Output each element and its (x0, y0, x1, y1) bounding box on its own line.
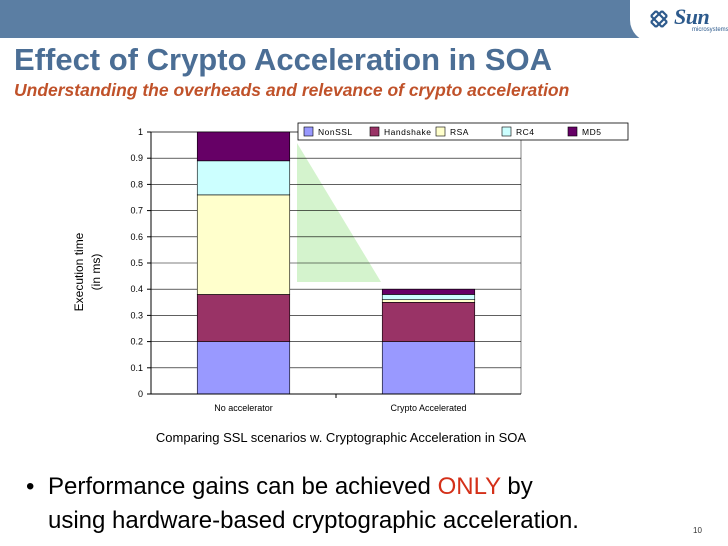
bullet-line-1: Performance gains can be achieved ONLY b… (48, 470, 706, 504)
slide-subtitle: Understanding the overheads and relevanc… (14, 80, 570, 100)
y-tick-label: 0.5 (130, 258, 143, 268)
bar-segment-md5 (196, 131, 291, 162)
legend-label: Handshake (384, 127, 432, 137)
bar-segment-nonssl (381, 341, 476, 395)
legend-swatch (501, 126, 512, 137)
y-tick-label: 0.9 (130, 153, 143, 163)
bar-segment-rc4 (381, 294, 476, 300)
header-bar (0, 0, 728, 38)
bullet-line-2: using hardware-based cryptographic accel… (48, 507, 579, 534)
y-tick-label: 0.4 (130, 284, 143, 294)
legend-swatch (435, 126, 446, 137)
bar-segment-rsa (381, 299, 476, 303)
y-tick-label: 0 (138, 389, 143, 399)
bar-segment-handshake (196, 294, 291, 342)
legend-swatch (303, 126, 314, 137)
sun-logo-icon (650, 10, 668, 28)
y-tick-label: 1 (138, 127, 143, 137)
bar-segment-handshake (381, 301, 476, 342)
green-highlight-triangle (297, 143, 381, 282)
y-axis-label-line1: Execution time (72, 232, 86, 311)
bullet-dot: • (26, 473, 35, 500)
bullet-highlight: ONLY (437, 473, 501, 500)
page-number: 10 (693, 526, 702, 535)
x-tick-label: No accelerator (214, 403, 273, 413)
y-tick-label: 0.2 (130, 337, 143, 347)
legend-swatch (369, 126, 380, 137)
bar-segment-rsa (196, 194, 291, 295)
logo-subtext: microsystems (692, 27, 728, 33)
bar-segment-rc4 (196, 160, 291, 196)
bullet-text-1b: by (500, 473, 533, 500)
y-tick-label: 0.1 (130, 363, 143, 373)
x-tick-label: Crypto Accelerated (390, 403, 466, 413)
bullet-text-1a: Performance gains can be achieved (48, 473, 438, 500)
bar-segment-md5 (381, 288, 476, 295)
legend-box (297, 122, 629, 141)
x-axis-label: Comparing SSL scenarios w. Cryptographic… (156, 430, 527, 445)
logo-text: Sun (674, 4, 710, 29)
y-tick-label: 0.6 (130, 232, 143, 242)
legend-label: RSA (450, 127, 469, 137)
y-tick-label: 0.3 (130, 310, 143, 320)
legend-label: NonSSL (318, 127, 353, 137)
y-tick-label: 0.8 (130, 179, 143, 189)
legend-swatch (567, 126, 578, 137)
legend-label: RC4 (516, 127, 535, 137)
bullet-point: • Performance gains can be achieved ONLY… (26, 470, 706, 538)
y-tick-label: 0.7 (130, 206, 143, 216)
y-axis-label-line2: (in ms) (89, 254, 103, 291)
slide-title: Effect of Crypto Acceleration in SOA (14, 42, 552, 77)
legend-label: MD5 (582, 127, 601, 137)
bar-segment-nonssl (196, 341, 291, 395)
sun-logo: Sun microsystems (630, 0, 728, 42)
stacked-bar-chart: 0 0.1 0.2 0.3 0.4 0.5 0.6 0.7 0.8 0.9 1 No accelera… (72, 122, 629, 445)
